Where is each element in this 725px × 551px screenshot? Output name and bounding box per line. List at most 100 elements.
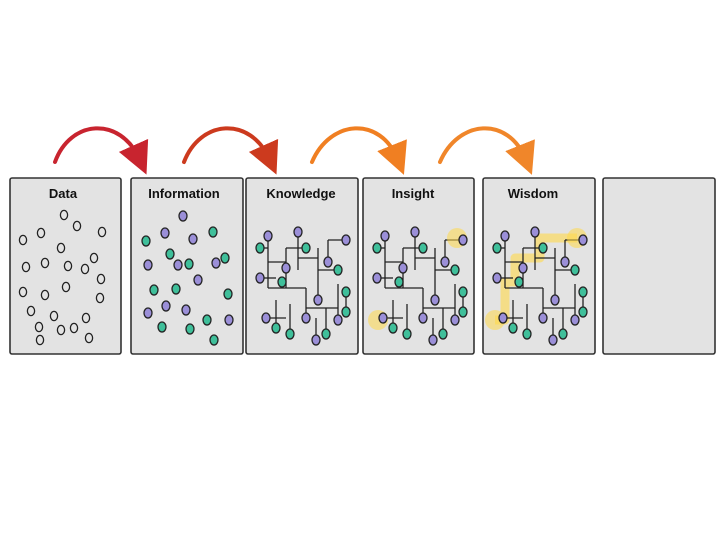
information-point — [165, 248, 175, 260]
information-point — [184, 258, 194, 270]
information-point — [157, 321, 167, 333]
network-node — [440, 256, 450, 268]
panel-empty — [602, 177, 716, 355]
data-point — [35, 334, 45, 346]
network-node — [301, 312, 311, 324]
network-node — [558, 328, 568, 340]
network-node — [538, 242, 548, 254]
information-point — [173, 259, 183, 271]
arrow-3 — [310, 126, 407, 175]
network-node — [530, 226, 540, 238]
data-point — [34, 321, 44, 333]
network-node — [410, 226, 420, 238]
data-point — [49, 310, 59, 322]
network-node — [458, 306, 468, 318]
data-point — [72, 220, 82, 232]
network-node — [388, 322, 398, 334]
network-node — [570, 314, 580, 326]
information-point — [143, 259, 153, 271]
data-point — [36, 227, 46, 239]
network-node — [438, 328, 448, 340]
network-node — [281, 262, 291, 274]
network-node — [402, 328, 412, 340]
network-node — [263, 230, 273, 242]
information-point — [161, 300, 171, 312]
information-point — [171, 283, 181, 295]
network-node — [500, 230, 510, 242]
information-point — [208, 226, 218, 238]
network-node — [372, 242, 382, 254]
data-point — [95, 292, 105, 304]
data-point — [97, 226, 107, 238]
network-node — [522, 328, 532, 340]
panel-insight — [362, 177, 475, 355]
network-node — [458, 234, 468, 246]
network-node — [492, 242, 502, 254]
network-node — [380, 230, 390, 242]
panel-title-data: Data — [48, 186, 78, 201]
network-node — [508, 322, 518, 334]
information-point — [202, 314, 212, 326]
arrow-1 — [53, 126, 149, 175]
network-node — [378, 312, 388, 324]
panel-title-wisdom: Wisdom — [507, 186, 559, 201]
network-node — [430, 294, 440, 306]
information-point — [220, 252, 230, 264]
information-point — [160, 227, 170, 239]
network-node — [255, 272, 265, 284]
network-node — [570, 264, 580, 276]
network-node — [341, 234, 351, 246]
data-point — [61, 281, 71, 293]
data-point — [21, 261, 31, 273]
data-point — [80, 263, 90, 275]
network-node — [538, 312, 548, 324]
network-node — [418, 312, 428, 324]
network-node — [498, 312, 508, 324]
arrow-4 — [438, 126, 535, 175]
network-node — [458, 286, 468, 298]
data-point — [96, 273, 106, 285]
information-point — [149, 284, 159, 296]
network-node — [313, 294, 323, 306]
network-node — [255, 242, 265, 254]
network-node — [518, 262, 528, 274]
network-node — [578, 306, 588, 318]
information-point — [143, 307, 153, 319]
network-node — [394, 276, 404, 288]
data-point — [89, 252, 99, 264]
information-point — [209, 334, 219, 346]
data-point — [40, 257, 50, 269]
network-node — [398, 262, 408, 274]
data-point — [18, 234, 28, 246]
data-point — [84, 332, 94, 344]
data-point — [56, 242, 66, 254]
data-point — [59, 209, 69, 221]
network-node — [261, 312, 271, 324]
data-point — [18, 286, 28, 298]
network-node — [333, 264, 343, 276]
network-node — [578, 234, 588, 246]
information-point — [211, 257, 221, 269]
information-point — [185, 323, 195, 335]
network-node — [271, 322, 281, 334]
data-point — [63, 260, 73, 272]
panel-wisdom — [482, 177, 596, 355]
panel-title-information: Information — [148, 186, 220, 201]
network-node — [341, 286, 351, 298]
data-point — [56, 324, 66, 336]
information-point — [178, 210, 188, 222]
panel-knowledge — [245, 177, 359, 355]
network-node — [321, 328, 331, 340]
information-point — [223, 288, 233, 300]
network-node — [418, 242, 428, 254]
arrow-2 — [182, 126, 279, 175]
network-node — [311, 334, 321, 346]
data-point — [81, 312, 91, 324]
data-point — [40, 289, 50, 301]
data-point — [69, 322, 79, 334]
network-node — [277, 276, 287, 288]
network-node — [341, 306, 351, 318]
panel-data — [9, 177, 122, 355]
network-node — [285, 328, 295, 340]
